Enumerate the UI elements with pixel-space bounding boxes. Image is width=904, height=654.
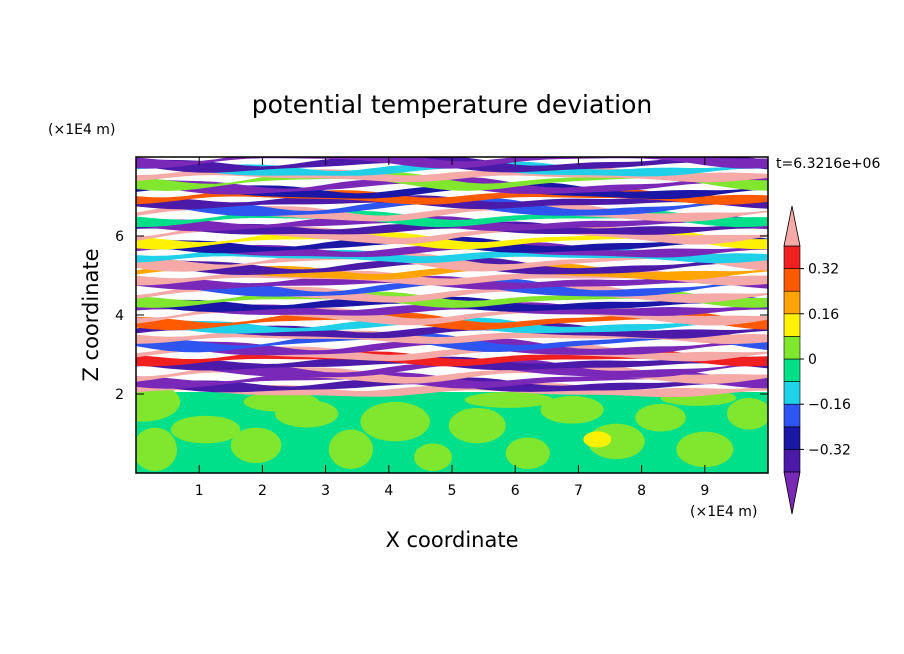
contour-band — [136, 302, 768, 317]
colorbar-max-arrow — [783, 205, 801, 247]
colorbar-segment — [783, 449, 801, 473]
contour-band — [136, 256, 768, 275]
colorbar-segment — [783, 268, 801, 292]
contour-band — [136, 182, 768, 200]
contour-field — [136, 157, 768, 473]
contour-blob — [230, 427, 282, 464]
colorbar-tick-label: 0.16 — [808, 307, 839, 323]
colorbar: 0.32 0.16 0 −0.16 −0.32 — [783, 205, 851, 515]
contour-blob — [170, 415, 241, 444]
time-label: t=6.3216e+06 — [776, 156, 880, 172]
colorbar-segment — [783, 245, 801, 269]
x-axis-label: X coordinate — [385, 528, 518, 552]
x-tick-label: 8 — [637, 483, 646, 499]
x-tick-label: 2 — [258, 483, 267, 499]
contour-blob — [136, 382, 181, 422]
x-tick-label: 4 — [384, 483, 393, 499]
colorbar-segment — [783, 358, 801, 382]
colorbar-segment — [783, 403, 801, 428]
colorbar-tick-label: 0.32 — [808, 262, 839, 278]
y-tick-label: 6 — [115, 229, 124, 245]
y-axis: 2 4 6 — [115, 229, 768, 403]
colorbar-segment — [783, 336, 801, 360]
y-tick-label: 4 — [115, 308, 124, 324]
contour-band — [136, 221, 768, 235]
contour-band — [136, 336, 768, 356]
contour-band — [136, 322, 768, 339]
colorbar-segment — [783, 426, 801, 450]
x-tick-label: 9 — [700, 483, 709, 499]
x-tick-label: 1 — [195, 483, 204, 499]
x-tick-label: 7 — [574, 483, 583, 499]
contour-band — [136, 358, 768, 378]
y-unit-label: (×1E4 m) — [48, 122, 115, 138]
contour-blob — [635, 403, 686, 432]
contour-band — [136, 277, 768, 297]
contour-band — [136, 161, 768, 177]
x-tick-label: 3 — [321, 483, 330, 499]
y-axis-label: Z coordinate — [79, 248, 103, 381]
colorbar-min-arrow — [783, 471, 801, 515]
contour-blob — [726, 397, 768, 430]
colorbar-segment — [783, 381, 801, 405]
contour-blob — [328, 429, 373, 470]
contour-blob — [360, 401, 430, 442]
colorbar-segment — [783, 290, 801, 315]
contour-band — [136, 202, 768, 222]
x-tick-label: 5 — [448, 483, 457, 499]
contour-blob — [676, 431, 734, 468]
contour-blob — [464, 392, 554, 408]
x-unit-label: (×1E4 m) — [690, 504, 757, 520]
y-tick-label: 2 — [115, 387, 124, 403]
contour-band — [136, 242, 768, 258]
contour-band — [136, 283, 768, 303]
colorbar-tick-label: −0.32 — [808, 442, 851, 458]
chart-title: potential temperature deviation — [252, 90, 652, 119]
contour-blob — [448, 407, 506, 444]
contour-band — [136, 343, 768, 362]
contour-blob — [243, 392, 320, 412]
contour-blob — [136, 427, 178, 472]
contour-blob — [540, 395, 604, 424]
colorbar-tick-label: −0.16 — [808, 397, 851, 413]
colorbar-tick-label: 0 — [808, 352, 817, 368]
colorbar-segment — [783, 313, 801, 337]
contour-band — [136, 196, 768, 217]
contour-band — [136, 263, 768, 281]
contour-blob — [414, 443, 452, 472]
contour-blob — [505, 437, 550, 470]
contour-blob — [583, 431, 612, 448]
x-tick-label: 6 — [511, 483, 520, 499]
x-axis: 1 2 3 4 5 6 7 8 9 — [195, 157, 709, 499]
